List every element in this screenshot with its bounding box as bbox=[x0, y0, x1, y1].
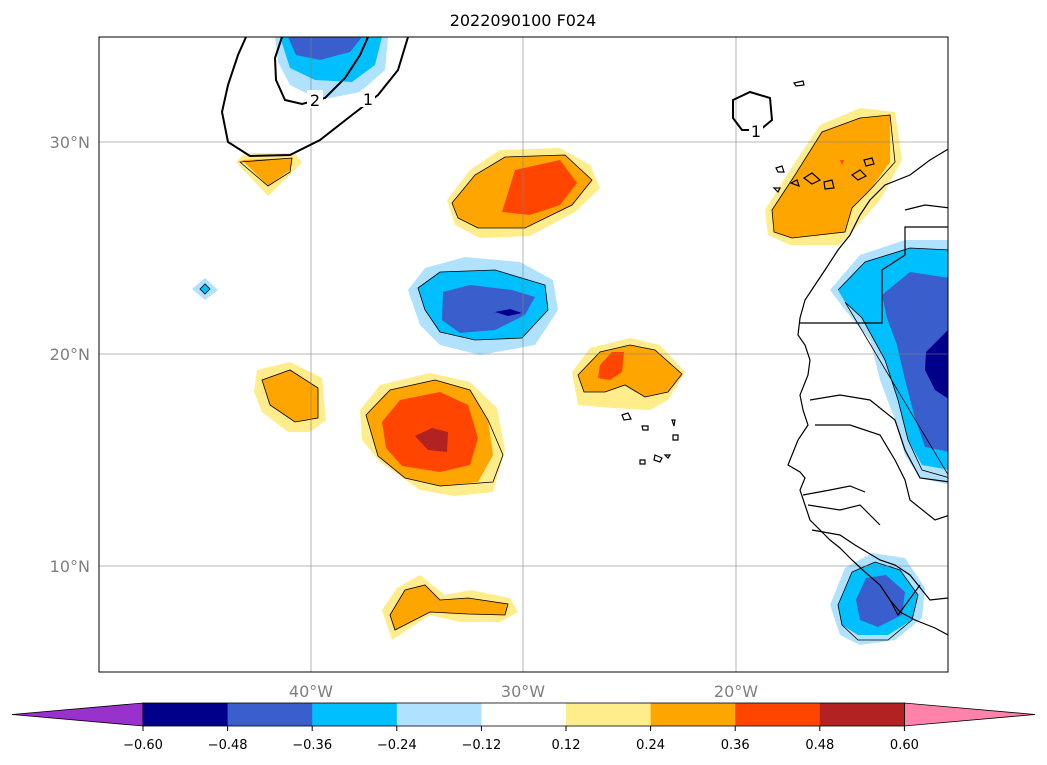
filled-contours bbox=[192, 37, 948, 645]
contour-label-2: 2 bbox=[310, 91, 320, 110]
map-frame bbox=[98, 36, 949, 673]
colorbar-tick-label: 0.36 bbox=[721, 738, 750, 753]
colorbar-tick-label: −0.24 bbox=[377, 738, 417, 753]
line-contours bbox=[220, 37, 774, 158]
colorbar-tick-label: 0.60 bbox=[890, 738, 919, 753]
contour-label-1b: 1 bbox=[751, 122, 761, 141]
anomaly-42w-29n bbox=[236, 153, 302, 196]
anomaly-34w-8n bbox=[382, 575, 518, 640]
colorbar-tick-label: 0.12 bbox=[552, 738, 581, 753]
colorbar-tick-label: −0.36 bbox=[292, 738, 332, 753]
lat-label-20n: 20°N bbox=[50, 345, 90, 364]
anomaly-africa-negative bbox=[830, 240, 948, 485]
colorbar-extend-high bbox=[904, 702, 1036, 727]
colorbar-tick-label: −0.60 bbox=[123, 738, 163, 753]
contour-label-1a: 1 bbox=[363, 90, 373, 109]
lat-label-10n: 10°N bbox=[50, 557, 90, 576]
anomaly-north-negative bbox=[275, 37, 388, 100]
lon-labels: 40°W 30°W 20°W bbox=[289, 682, 758, 701]
colorbar-extend-low bbox=[11, 702, 144, 727]
colorbar-tick-label: −0.12 bbox=[461, 738, 501, 753]
colorbar-segment bbox=[735, 703, 821, 726]
lat-labels: 30°N 20°N 10°N bbox=[50, 133, 90, 576]
colorbar-segment bbox=[312, 703, 398, 726]
gridlines bbox=[99, 37, 948, 672]
thin-contour-lines bbox=[199, 114, 948, 641]
anomaly-34w-16n bbox=[360, 373, 505, 496]
anomaly-13w-8n bbox=[830, 553, 925, 645]
colorbar-tick-label: −0.48 bbox=[208, 738, 248, 753]
lat-label-30n: 30°N bbox=[50, 133, 90, 152]
colorbar-segment bbox=[481, 703, 567, 726]
colorbar-segment bbox=[143, 703, 229, 726]
anomaly-30w-27n bbox=[447, 148, 600, 238]
lon-label-30w: 30°W bbox=[501, 682, 545, 701]
anomaly-31w-22n bbox=[408, 257, 558, 355]
contour-labels: 2 1 1 bbox=[307, 89, 763, 141]
colorbar-tick-label: 0.48 bbox=[805, 738, 834, 753]
colorbar-segment bbox=[650, 703, 736, 726]
colorbar-segment bbox=[566, 703, 652, 726]
colorbar-segment bbox=[819, 703, 905, 726]
colorbar-segment bbox=[227, 703, 313, 726]
colorbar: −0.60 −0.48 −0.36 −0.24 −0.12 0.12 0.24 0.36 0.4… bbox=[11, 702, 1036, 753]
colorbar-segment bbox=[396, 703, 482, 726]
colorbar-outline bbox=[142, 702, 905, 727]
coastlines bbox=[621, 80, 948, 636]
lon-label-40w: 40°W bbox=[289, 682, 333, 701]
lon-label-20w: 20°W bbox=[714, 682, 758, 701]
colorbar-tick-label: 0.24 bbox=[636, 738, 665, 753]
map-title: 2022090100 F024 bbox=[450, 11, 597, 30]
